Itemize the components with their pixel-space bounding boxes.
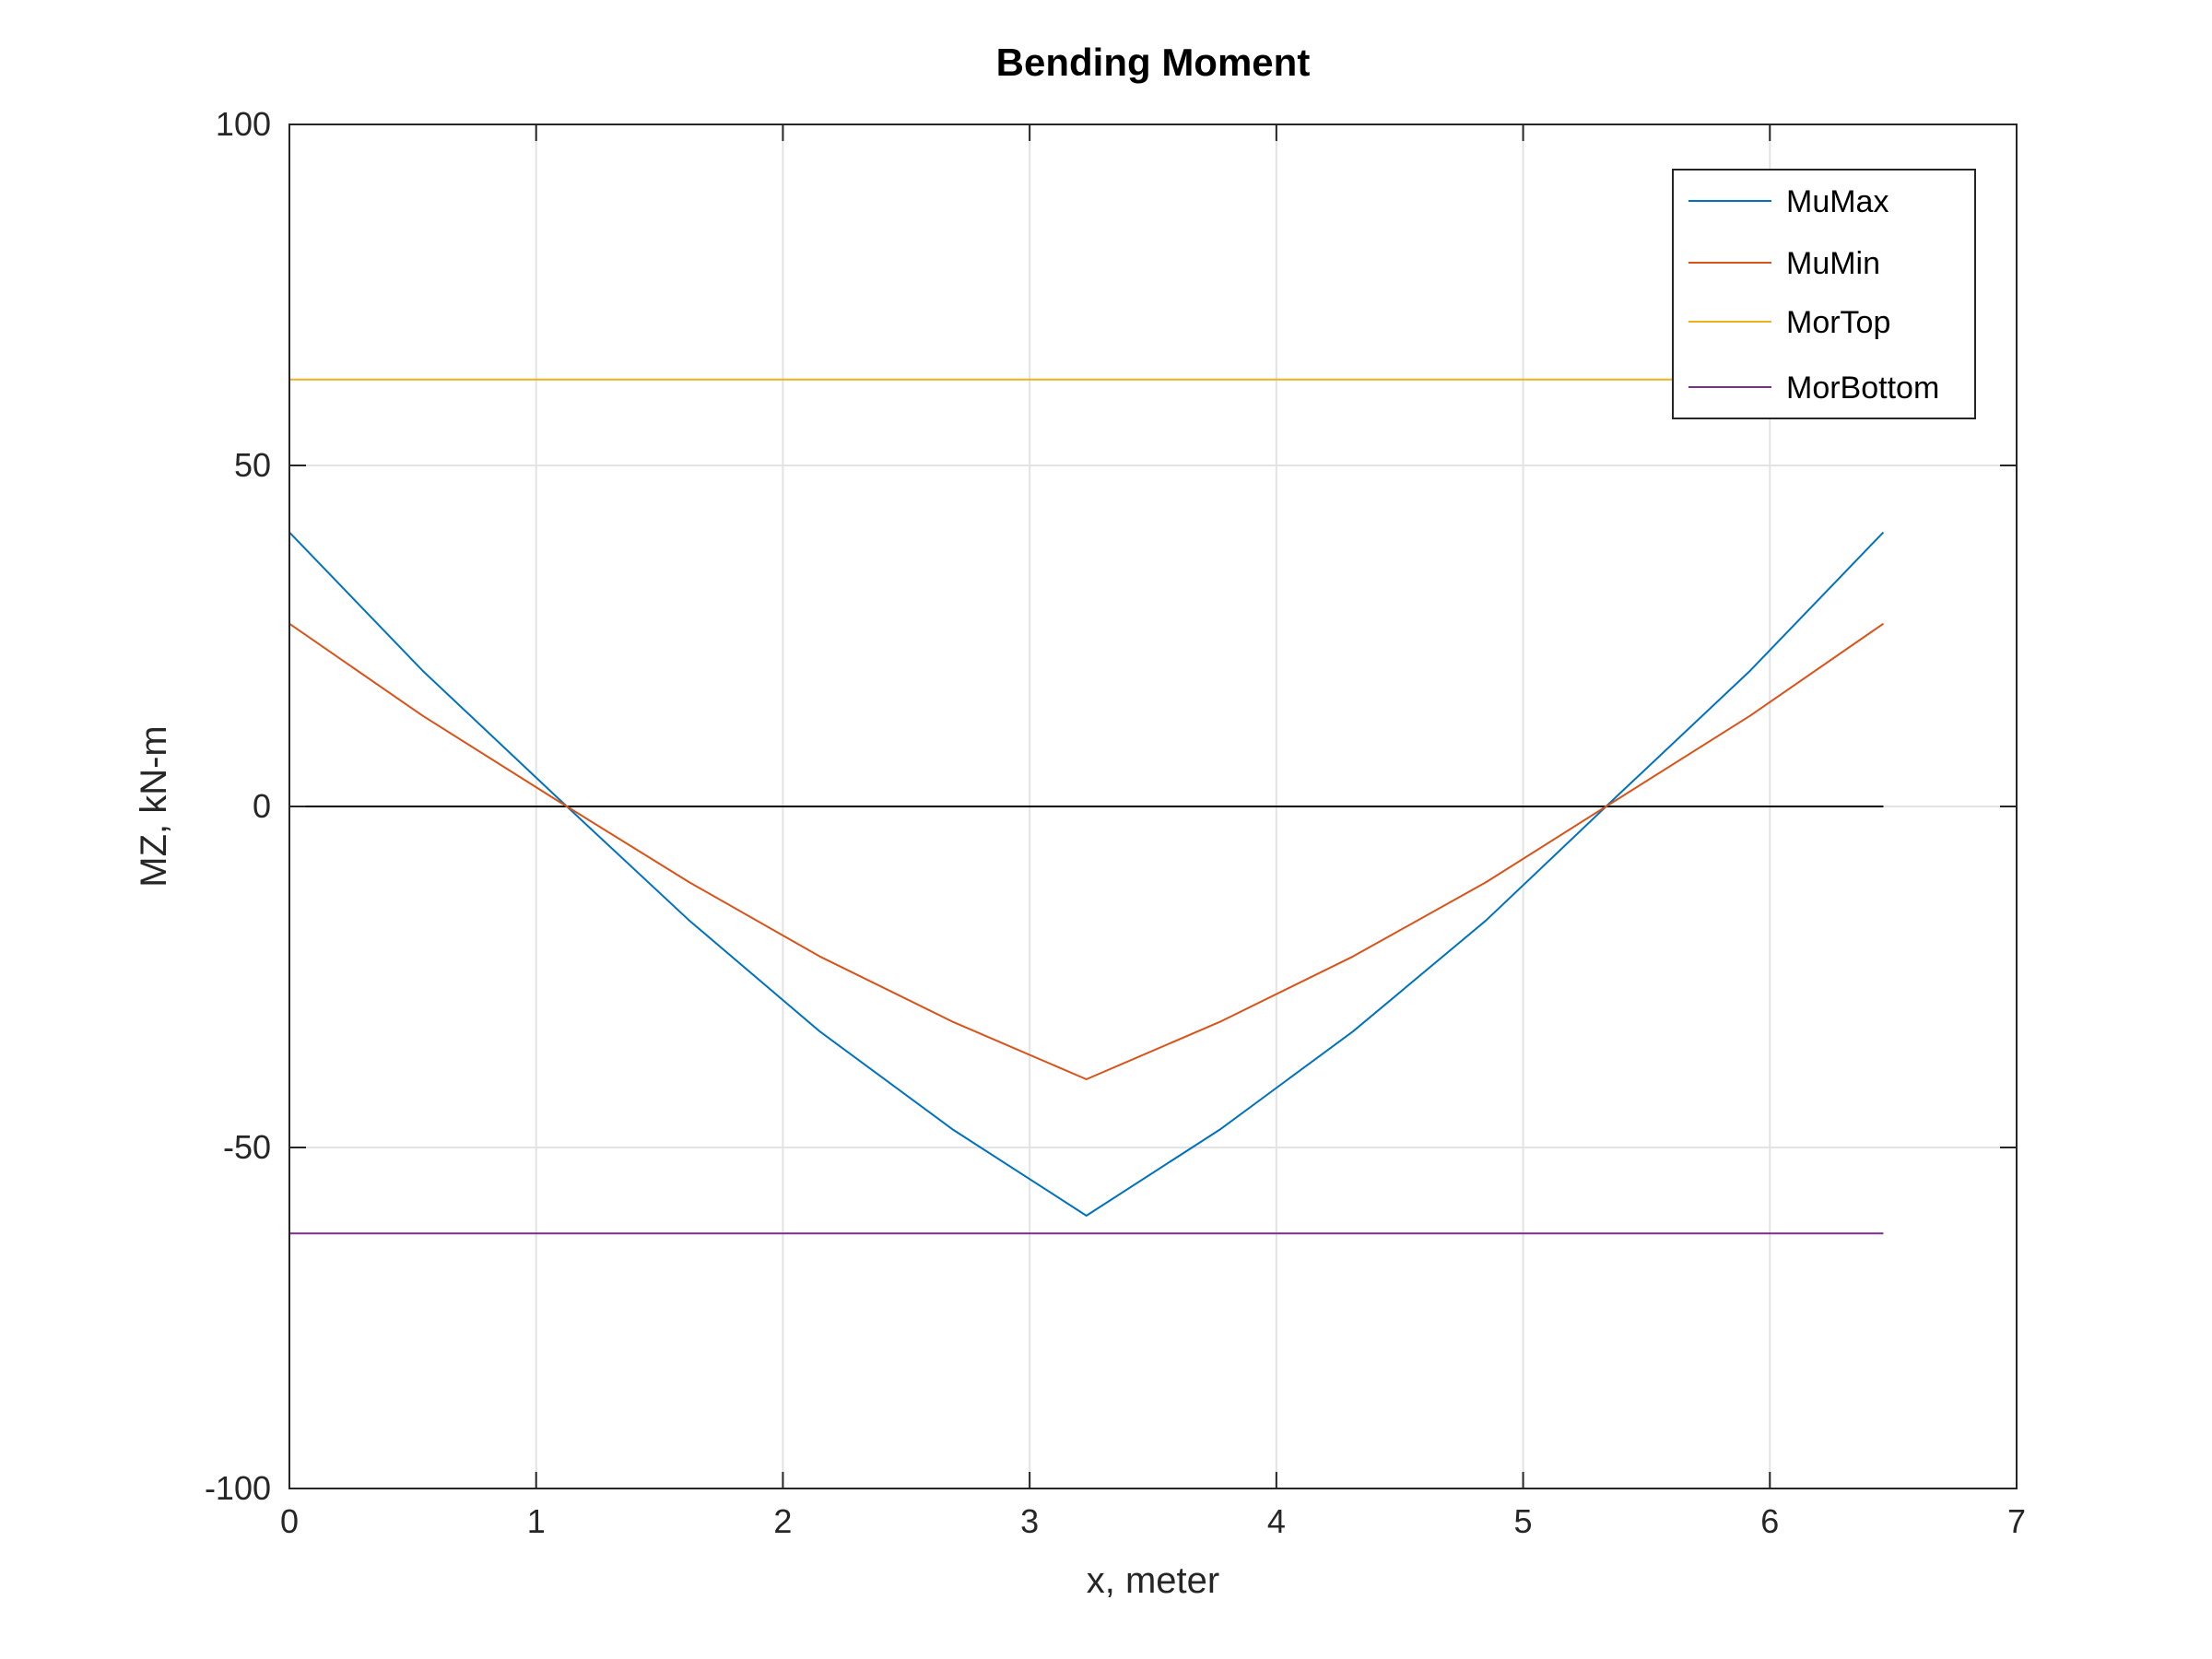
x-tick-label: 4 <box>1267 1502 1286 1540</box>
y-axis-label: MZ, kN-m <box>134 725 174 888</box>
x-axis-label: x, meter <box>1087 1560 1219 1601</box>
x-tick-label: 6 <box>1760 1502 1779 1540</box>
x-tick-label: 2 <box>773 1502 792 1540</box>
x-tick-label: 5 <box>1514 1502 1533 1540</box>
axis-ticks: 0 1 2 3 4 5 6 7 -100 -50 0 50 100 <box>205 105 2026 1540</box>
series-line-mumin <box>288 622 1885 1080</box>
series-lines <box>288 378 1885 1235</box>
x-tick-label: 0 <box>280 1502 299 1540</box>
legend: MuMax MuMin MorTop MorBottom <box>1672 169 1976 419</box>
x-tick-label: 7 <box>2007 1502 2026 1540</box>
legend-label-morbottom: MorBottom <box>1786 371 1939 406</box>
series-line-mumax <box>288 531 1885 1217</box>
chart-title: Bending Moment <box>996 41 1311 84</box>
legend-label-mumin: MuMin <box>1786 246 1880 281</box>
legend-label-mumax: MuMax <box>1786 184 1888 219</box>
y-tick-label: 50 <box>234 446 271 484</box>
y-tick-label: -100 <box>205 1469 271 1507</box>
legend-box <box>1672 169 1976 419</box>
x-tick-label: 1 <box>527 1502 546 1540</box>
legend-label-mortop: MorTop <box>1786 305 1890 340</box>
y-tick-label: 0 <box>253 787 271 825</box>
y-tick-label: 100 <box>216 105 271 143</box>
y-tick-label: -50 <box>223 1128 271 1166</box>
x-tick-label: 3 <box>1020 1502 1039 1540</box>
